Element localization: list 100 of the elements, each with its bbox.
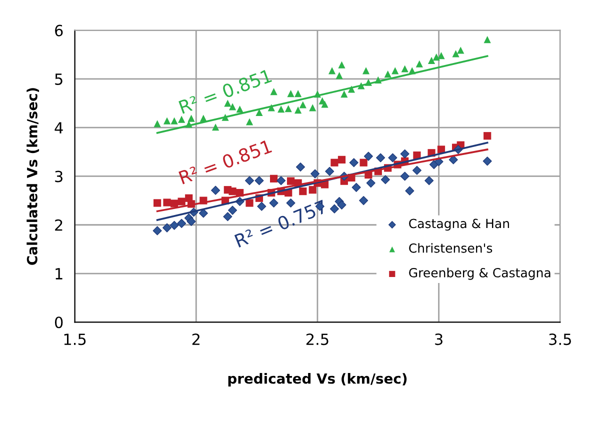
point (400, 149, 410, 158)
point (284, 105, 292, 112)
y-tick-label: 0 (54, 316, 63, 328)
point (438, 52, 445, 60)
point (178, 198, 186, 206)
point (228, 103, 236, 110)
point (380, 175, 390, 184)
point (269, 198, 278, 208)
point (270, 174, 278, 182)
point (309, 104, 316, 112)
y-tick-label: 1 (56, 268, 62, 280)
point (384, 70, 392, 78)
point (405, 186, 414, 196)
point (457, 46, 464, 54)
point (328, 67, 336, 74)
point (286, 177, 295, 185)
point (294, 90, 302, 98)
point (198, 208, 208, 218)
x-tick-label: 2.5 (306, 334, 328, 346)
point (338, 156, 346, 164)
point (340, 90, 348, 98)
point (337, 200, 346, 210)
point (325, 166, 334, 176)
point (308, 186, 316, 194)
y-tick-label: 6 (55, 24, 63, 36)
point (484, 36, 491, 44)
x-axis-title: predicated Vs (km/sec) (228, 373, 407, 386)
x-tick-label: 2 (192, 334, 200, 345)
point (413, 152, 421, 160)
point (330, 204, 339, 214)
point (186, 216, 196, 226)
point (429, 160, 438, 170)
point (278, 106, 285, 113)
point (177, 218, 186, 228)
point (388, 153, 398, 162)
x-tick-label: 1.5 (64, 334, 86, 346)
point (228, 188, 236, 196)
point (254, 176, 264, 186)
point (352, 182, 361, 192)
point (412, 166, 422, 175)
point (401, 65, 408, 72)
point (330, 158, 338, 166)
point (212, 124, 220, 131)
point (224, 100, 232, 107)
point (428, 56, 436, 64)
point (228, 206, 238, 215)
x-tick-label: 3 (435, 334, 442, 346)
point (366, 178, 376, 188)
point (245, 176, 254, 186)
point (359, 196, 368, 206)
point (360, 158, 368, 166)
point (296, 162, 305, 172)
point (246, 199, 254, 207)
point (246, 118, 254, 126)
point (338, 61, 346, 68)
point (310, 169, 320, 178)
point (376, 153, 386, 162)
legend-label: Christensen's (409, 243, 492, 253)
point (294, 106, 302, 114)
point (178, 116, 186, 123)
point (336, 72, 343, 80)
point (257, 202, 266, 211)
point (299, 188, 307, 196)
point (154, 120, 161, 128)
point (349, 158, 358, 168)
point (276, 176, 286, 186)
point (170, 220, 179, 230)
point (154, 199, 162, 207)
legend-label: Castagna & Han (409, 218, 509, 231)
point (452, 50, 460, 58)
point (223, 212, 232, 222)
point (162, 223, 172, 232)
point (188, 114, 195, 122)
x-tick-label: 3.5 (549, 334, 571, 346)
point (299, 101, 306, 108)
annotation: R² = 0.851 (178, 68, 272, 114)
point (482, 156, 492, 166)
y-tick-label: 3 (55, 170, 62, 182)
y-tick-label: 5 (55, 74, 62, 85)
annotation: R² = 0.851 (178, 139, 272, 184)
point (484, 132, 492, 140)
y-tick-label: 2 (55, 219, 62, 231)
legend-label: Greenberg & Castagna (409, 268, 550, 280)
point (170, 200, 178, 208)
point (163, 117, 171, 124)
y-axis-title: Calculated Vs (km/sec) (26, 88, 40, 265)
point (170, 117, 178, 124)
point (287, 90, 294, 98)
point (152, 226, 162, 236)
point (211, 186, 220, 195)
point (400, 172, 410, 181)
y-tick-label: 4 (54, 122, 63, 134)
point (416, 60, 423, 68)
point (321, 100, 328, 108)
point (362, 67, 370, 74)
point (163, 198, 171, 206)
point (364, 152, 373, 161)
point (392, 67, 399, 74)
point (424, 176, 434, 186)
point (236, 106, 244, 113)
